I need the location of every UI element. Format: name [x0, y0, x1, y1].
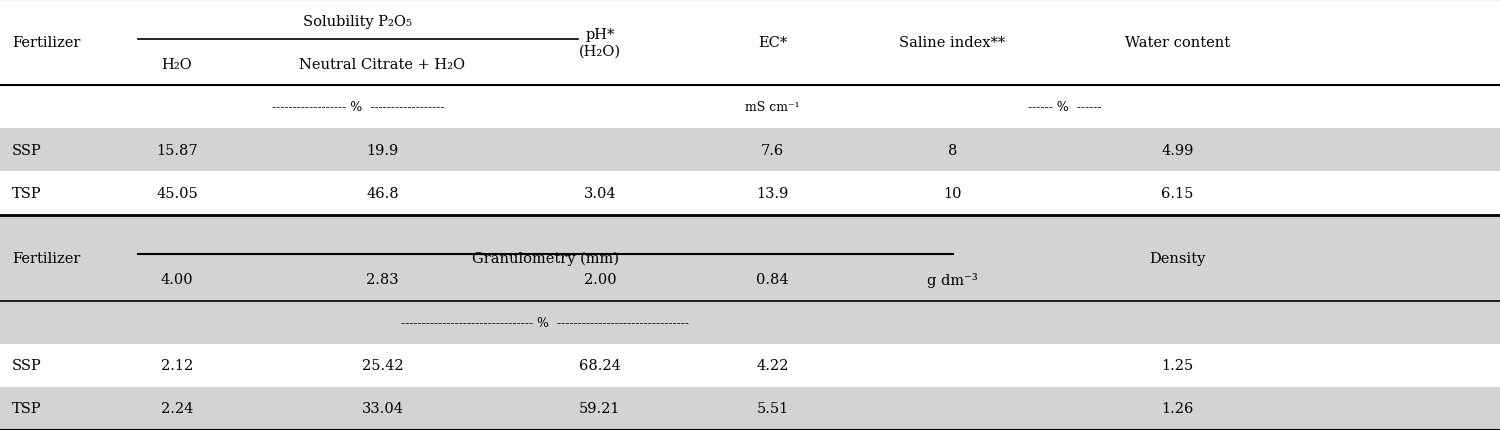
Text: 59.21: 59.21: [579, 402, 621, 415]
Text: 25.42: 25.42: [362, 359, 404, 372]
Text: 13.9: 13.9: [756, 187, 789, 200]
Text: 4.00: 4.00: [160, 273, 194, 286]
Text: ------------------ %  ------------------: ------------------ % ------------------: [272, 101, 444, 114]
Text: 2.83: 2.83: [366, 273, 399, 286]
Text: EC*: EC*: [758, 36, 788, 50]
Text: 33.04: 33.04: [362, 402, 404, 415]
Text: pH*
(H₂O): pH* (H₂O): [579, 28, 621, 58]
Text: Fertilizer: Fertilizer: [12, 36, 81, 50]
Text: 7.6: 7.6: [760, 144, 784, 157]
Text: TSP: TSP: [12, 402, 42, 415]
Text: Fertilizer: Fertilizer: [12, 251, 81, 265]
Text: 1.26: 1.26: [1161, 402, 1194, 415]
Text: 8: 8: [948, 144, 957, 157]
Text: H₂O: H₂O: [162, 58, 192, 71]
Text: Granulometry (mm): Granulometry (mm): [471, 251, 618, 265]
Text: Neutral Citrate + H₂O: Neutral Citrate + H₂O: [300, 58, 465, 71]
Text: 10: 10: [944, 187, 962, 200]
Text: 3.04: 3.04: [584, 187, 616, 200]
Text: 4.99: 4.99: [1161, 144, 1194, 157]
Bar: [0, 387, 1500, 430]
Bar: [0, 215, 1500, 301]
Text: Solubility P₂O₅: Solubility P₂O₅: [303, 15, 412, 28]
Text: 15.87: 15.87: [156, 144, 198, 157]
Text: 0.84: 0.84: [756, 273, 789, 286]
Bar: [0, 0, 1500, 86]
Text: 2.00: 2.00: [584, 273, 616, 286]
Text: SSP: SSP: [12, 144, 42, 157]
Text: Saline index**: Saline index**: [900, 36, 1005, 50]
Bar: [0, 301, 1500, 344]
Text: 6.15: 6.15: [1161, 187, 1194, 200]
Text: Water content: Water content: [1125, 36, 1230, 50]
Text: g dm⁻³: g dm⁻³: [927, 272, 978, 287]
Text: 45.05: 45.05: [156, 187, 198, 200]
Text: Density: Density: [1149, 251, 1206, 265]
Text: 4.22: 4.22: [756, 359, 789, 372]
Text: 46.8: 46.8: [366, 187, 399, 200]
Bar: [0, 129, 1500, 172]
Bar: [0, 172, 1500, 215]
Text: mS cm⁻¹: mS cm⁻¹: [746, 101, 800, 114]
Text: SSP: SSP: [12, 359, 42, 372]
Text: ------ %  ------: ------ % ------: [1029, 101, 1101, 114]
Text: 2.12: 2.12: [160, 359, 194, 372]
Text: 2.24: 2.24: [160, 402, 194, 415]
Bar: [0, 344, 1500, 387]
Text: 68.24: 68.24: [579, 359, 621, 372]
Bar: [0, 86, 1500, 129]
Text: TSP: TSP: [12, 187, 42, 200]
Text: 1.25: 1.25: [1161, 359, 1194, 372]
Text: -------------------------------- %  --------------------------------: -------------------------------- % -----…: [402, 316, 688, 329]
Text: 19.9: 19.9: [366, 144, 399, 157]
Text: 5.51: 5.51: [756, 402, 789, 415]
